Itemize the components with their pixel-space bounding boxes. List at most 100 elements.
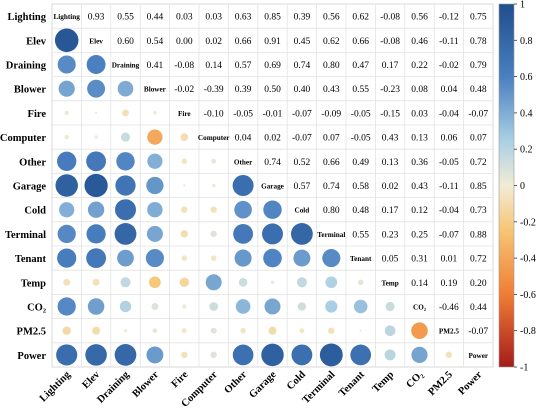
correlation-value: 0.69 bbox=[264, 61, 281, 71]
correlation-value: 0.66 bbox=[323, 158, 340, 168]
correlation-circle bbox=[57, 248, 77, 268]
correlation-circle bbox=[210, 255, 217, 261]
correlation-circle bbox=[210, 230, 217, 238]
colorbar-tick-label: -0.6 bbox=[520, 290, 536, 301]
correlation-circle bbox=[145, 249, 164, 268]
correlation-value: 0.44 bbox=[470, 303, 487, 313]
column-label: Draining bbox=[95, 369, 132, 406]
row-label: Temp bbox=[21, 278, 46, 289]
correlation-value: 0.52 bbox=[294, 158, 311, 168]
correlation-value: 0.03 bbox=[205, 13, 222, 23]
correlation-circle bbox=[122, 109, 129, 117]
correlation-circle bbox=[151, 303, 159, 310]
correlation-value: 0.36 bbox=[411, 158, 428, 168]
column-label: Lighting bbox=[38, 369, 74, 405]
correlation-circle bbox=[57, 55, 76, 74]
correlation-value: 0.04 bbox=[235, 134, 252, 144]
correlation-circle bbox=[149, 276, 161, 289]
correlation-value: -0.04 bbox=[439, 206, 459, 216]
correlation-circle bbox=[94, 135, 98, 139]
correlation-value: -0.04 bbox=[439, 109, 459, 119]
correlation-circle bbox=[57, 151, 77, 171]
correlation-value: 0.47 bbox=[352, 61, 369, 71]
correlation-value: -0.12 bbox=[439, 13, 459, 23]
correlation-value: 0.23 bbox=[382, 230, 399, 240]
correlation-value: 0.50 bbox=[264, 85, 281, 95]
correlation-circle bbox=[92, 278, 100, 286]
correlation-circle bbox=[181, 255, 188, 261]
correlation-value: 0.22 bbox=[411, 61, 428, 71]
correlation-value: 0.80 bbox=[323, 61, 340, 71]
correlation-value: 0.63 bbox=[235, 13, 252, 23]
correlation-value: 0.66 bbox=[352, 37, 369, 47]
correlation-circle bbox=[240, 327, 246, 334]
correlation-value: 0.45 bbox=[294, 37, 311, 47]
correlation-circle bbox=[211, 183, 216, 188]
row-label: Power bbox=[17, 351, 46, 362]
correlation-circle bbox=[293, 249, 311, 267]
column-label: Garage bbox=[247, 369, 279, 401]
diagonal-label-terminal: Terminal bbox=[317, 231, 345, 239]
correlation-value: 0.06 bbox=[441, 134, 458, 144]
correlation-circle bbox=[86, 151, 107, 172]
correlation-value: 0.73 bbox=[470, 206, 487, 216]
correlation-value: 0.93 bbox=[88, 13, 105, 23]
correlation-circle bbox=[319, 343, 343, 367]
correlation-value: 0.79 bbox=[470, 61, 487, 71]
row-label: Garage bbox=[13, 182, 47, 193]
correlation-circle bbox=[182, 304, 187, 309]
correlation-value: 0.31 bbox=[411, 255, 428, 265]
correlation-circle bbox=[325, 276, 338, 289]
grid-border bbox=[51, 3, 494, 368]
correlation-value: 0.72 bbox=[470, 158, 487, 168]
correlation-circle bbox=[411, 322, 428, 339]
diagonal-label-lighting: Lighting bbox=[54, 13, 81, 21]
correlation-value: 0.78 bbox=[470, 37, 487, 47]
correlation-circle bbox=[270, 280, 275, 285]
correlation-value: 0.05 bbox=[382, 255, 399, 265]
correlation-circle bbox=[87, 201, 105, 218]
diagonal-label-elev: Elev bbox=[89, 37, 103, 45]
correlation-circle bbox=[87, 298, 105, 315]
correlation-circle bbox=[328, 327, 335, 334]
correlation-value: 0.20 bbox=[470, 279, 487, 289]
correlation-circle bbox=[238, 277, 248, 287]
column-label: Terminal bbox=[301, 369, 338, 406]
correlation-value: -0.07 bbox=[292, 109, 312, 119]
correlation-circle bbox=[181, 328, 187, 334]
correlation-value: 0.14 bbox=[205, 61, 222, 71]
correlation-value: 0.75 bbox=[470, 13, 487, 23]
column-label: Blower bbox=[131, 369, 162, 400]
row-label: Other bbox=[19, 157, 46, 168]
correlation-value: -0.11 bbox=[439, 182, 459, 192]
diagonal-label-cold: Cold bbox=[295, 207, 310, 215]
correlation-value: 0.39 bbox=[294, 13, 311, 23]
correlation-value: 0.02 bbox=[205, 37, 222, 47]
row-label: Draining bbox=[6, 61, 47, 72]
correlation-value: 0.07 bbox=[470, 134, 487, 144]
correlation-value: 0.62 bbox=[352, 13, 369, 23]
correlation-value: -0.10 bbox=[204, 109, 224, 119]
correlation-circle bbox=[234, 249, 252, 267]
correlation-value: 0.57 bbox=[294, 182, 311, 192]
correlation-circle bbox=[181, 206, 188, 213]
correlation-circle bbox=[296, 277, 307, 288]
correlation-circle bbox=[117, 80, 134, 97]
correlation-circle bbox=[116, 152, 135, 171]
correlation-circle bbox=[153, 111, 157, 115]
correlation-value: 0.74 bbox=[323, 182, 340, 192]
correlation-value: 0.72 bbox=[470, 255, 487, 265]
correlation-circle bbox=[117, 249, 134, 267]
column-label: Elev bbox=[80, 369, 102, 391]
correlation-circle bbox=[384, 349, 396, 361]
correlation-value: 0.14 bbox=[411, 279, 428, 289]
correlation-circle bbox=[261, 343, 284, 367]
colorbar-tick-label: -0.2 bbox=[520, 217, 536, 228]
correlation-value: 0.13 bbox=[382, 158, 399, 168]
correlation-value: 0.02 bbox=[264, 134, 281, 144]
correlation-value: -0.05 bbox=[351, 109, 371, 119]
correlation-circle bbox=[115, 175, 136, 196]
correlation-value: -0.05 bbox=[351, 134, 371, 144]
correlation-value: 0.40 bbox=[294, 85, 311, 95]
correlation-circle bbox=[64, 134, 69, 140]
